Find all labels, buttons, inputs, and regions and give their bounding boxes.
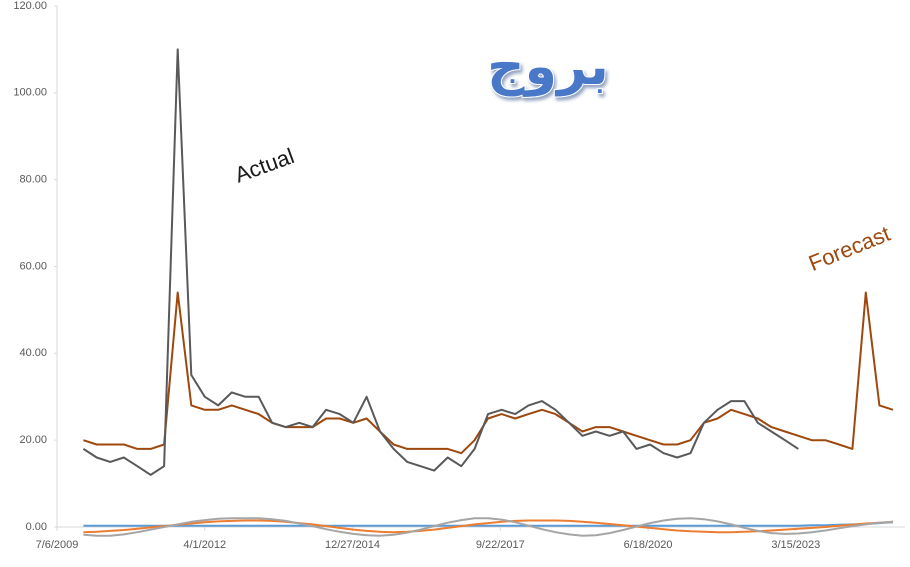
y-tick-label: 100.00 [13, 87, 47, 99]
y-tick-label: 40.00 [19, 347, 47, 359]
y-tick-label: 80.00 [19, 174, 47, 186]
x-tick-label: 6/18/2020 [624, 539, 673, 551]
x-tick-label: 7/6/2009 [36, 539, 79, 551]
series-line [83, 291, 894, 455]
x-tick-label: 12/27/2014 [325, 539, 380, 551]
x-tick-label: 3/15/2023 [771, 539, 820, 551]
series-line [83, 517, 894, 537]
x-tick-label: 9/22/2017 [476, 539, 525, 551]
x-tick-label: 4/1/2012 [183, 539, 226, 551]
y-tick-label: 120.00 [13, 0, 47, 12]
series-line [83, 521, 894, 527]
chart-title: بروج [487, 37, 609, 97]
annotation: Actual [231, 143, 297, 187]
series-line [82, 48, 799, 476]
y-tick-label: 0.00 [26, 521, 47, 533]
y-tick-label: 60.00 [19, 260, 47, 272]
annotation: Forecast [805, 221, 894, 276]
y-tick-label: 20.00 [19, 434, 47, 446]
